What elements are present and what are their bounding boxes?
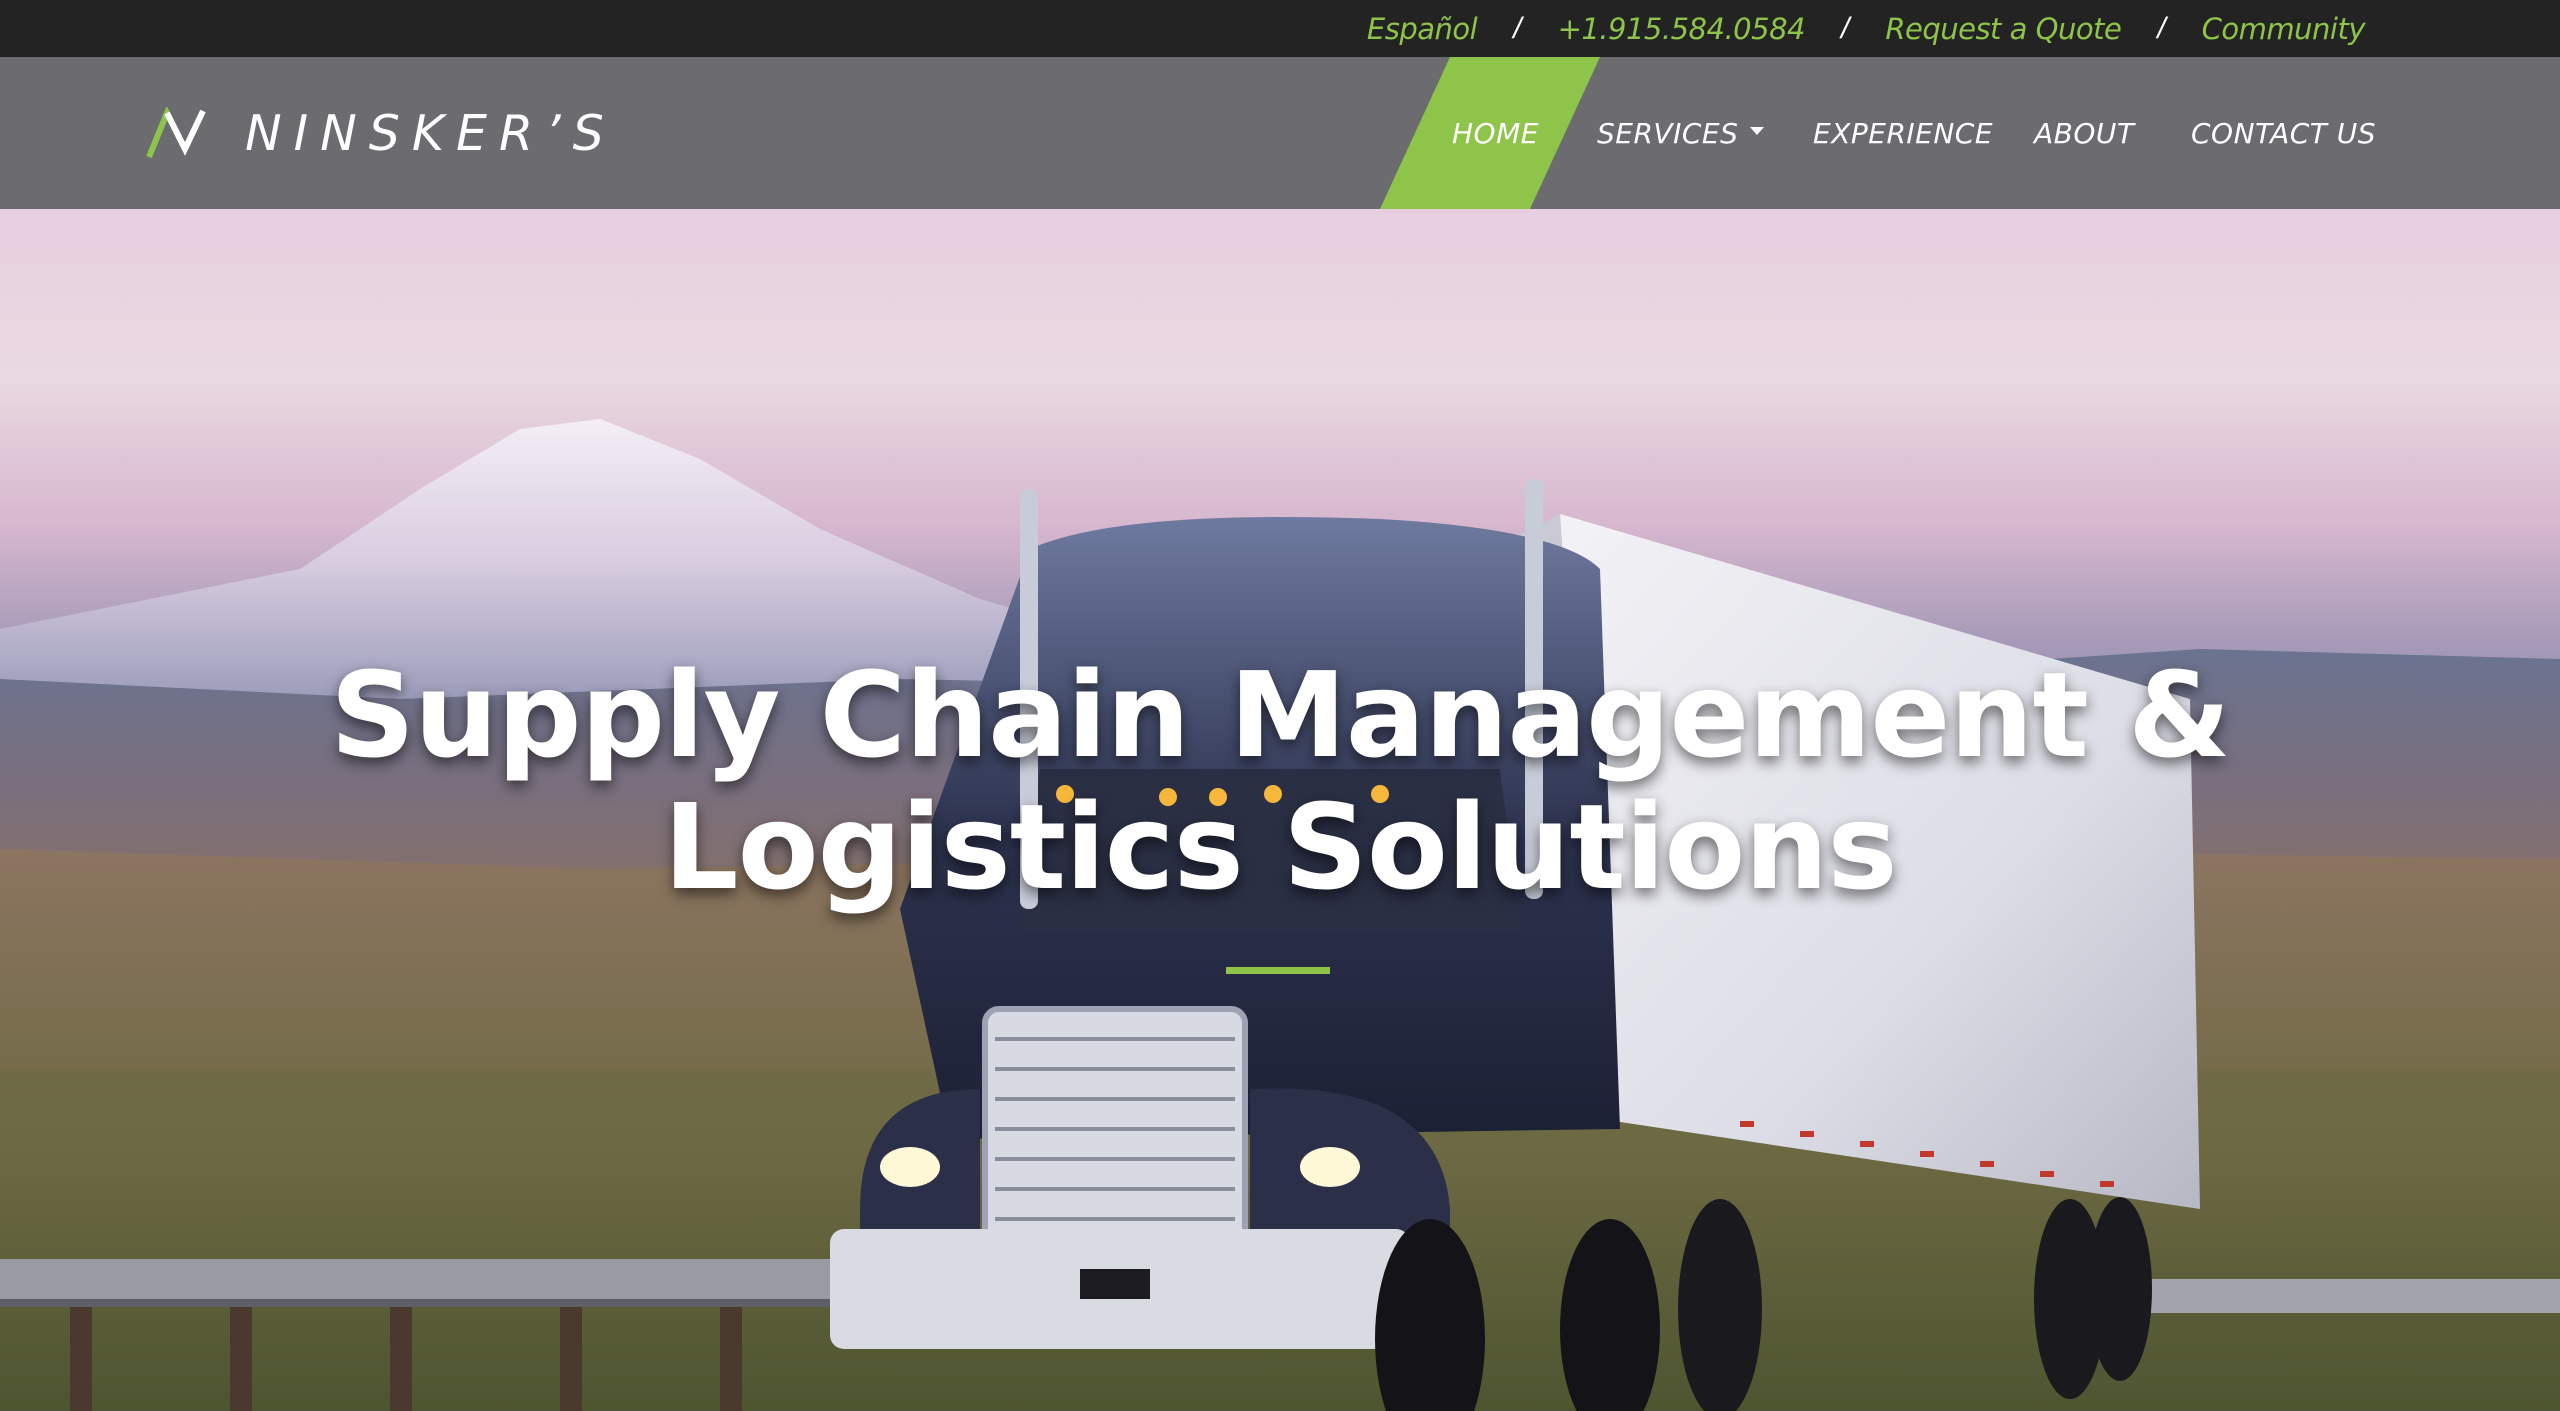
main-navbar: NINSKER’S HOME SERVICES EXPERIENCE ABOUT…: [0, 57, 2560, 209]
nav-about[interactable]: ABOUT: [2034, 116, 2135, 150]
language-link-espanol[interactable]: Español: [1366, 11, 1478, 46]
caret-down-icon: [1750, 127, 1765, 135]
brand-logo[interactable]: NINSKER’S: [145, 105, 616, 162]
nav-contact-us[interactable]: CONTACT US: [2191, 116, 2377, 150]
request-quote-link[interactable]: Request a Quote: [1885, 11, 2122, 46]
separator: /: [1513, 11, 1522, 45]
ninsker-logo-icon: [146, 106, 206, 158]
utility-bar: Español / +1.915.584.0584 / Request a Qu…: [0, 0, 2560, 57]
nav-services[interactable]: SERVICES: [1597, 57, 1765, 209]
brand-wordmark: NINSKER’S: [245, 105, 616, 162]
hero-title-underline: [1226, 967, 1330, 974]
nav-services-label: SERVICES: [1597, 116, 1739, 150]
nav-home[interactable]: HOME: [1452, 116, 1539, 150]
hero-title: Supply Chain Management & Logistics Solu…: [0, 649, 2560, 913]
separator: /: [1840, 11, 1850, 45]
nav-experience[interactable]: EXPERIENCE: [1813, 116, 1994, 150]
community-link[interactable]: Community: [2201, 11, 2366, 46]
hero-title-line1: Supply Chain Management &: [330, 646, 2231, 784]
phone-link[interactable]: +1.915.584.0584: [1557, 11, 1806, 46]
separator: /: [2157, 11, 2166, 45]
active-nav-highlight: [1380, 57, 1600, 209]
hero-banner: Supply Chain Management & Logistics Solu…: [0, 209, 2560, 1411]
hero-title-line2: Logistics Solutions: [663, 778, 1897, 916]
hero-background-image: [0, 419, 2560, 1411]
